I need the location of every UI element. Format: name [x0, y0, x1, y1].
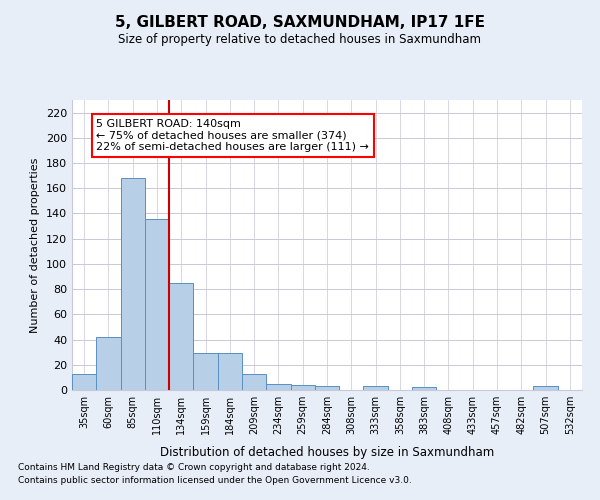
Bar: [218, 354, 242, 390]
Bar: [193, 354, 218, 390]
Bar: [72, 374, 96, 390]
Text: 5 GILBERT ROAD: 140sqm
← 75% of detached houses are smaller (374)
22% of semi-de: 5 GILBERT ROAD: 140sqm ← 75% of detached…: [96, 119, 369, 152]
Bar: [412, 388, 436, 390]
Bar: [121, 178, 145, 390]
Text: Size of property relative to detached houses in Saxmundham: Size of property relative to detached ho…: [119, 32, 482, 46]
Bar: [145, 218, 169, 390]
Text: 5, GILBERT ROAD, SAXMUNDHAM, IP17 1FE: 5, GILBERT ROAD, SAXMUNDHAM, IP17 1FE: [115, 15, 485, 30]
Text: Contains public sector information licensed under the Open Government Licence v3: Contains public sector information licen…: [18, 476, 412, 485]
Text: Distribution of detached houses by size in Saxmundham: Distribution of detached houses by size …: [160, 446, 494, 459]
Bar: [169, 283, 193, 390]
Bar: [364, 386, 388, 390]
Bar: [533, 386, 558, 390]
Bar: [315, 386, 339, 390]
Y-axis label: Number of detached properties: Number of detached properties: [31, 158, 40, 332]
Bar: [266, 384, 290, 390]
Bar: [290, 385, 315, 390]
Text: Contains HM Land Registry data © Crown copyright and database right 2024.: Contains HM Land Registry data © Crown c…: [18, 464, 370, 472]
Bar: [242, 374, 266, 390]
Bar: [96, 337, 121, 390]
